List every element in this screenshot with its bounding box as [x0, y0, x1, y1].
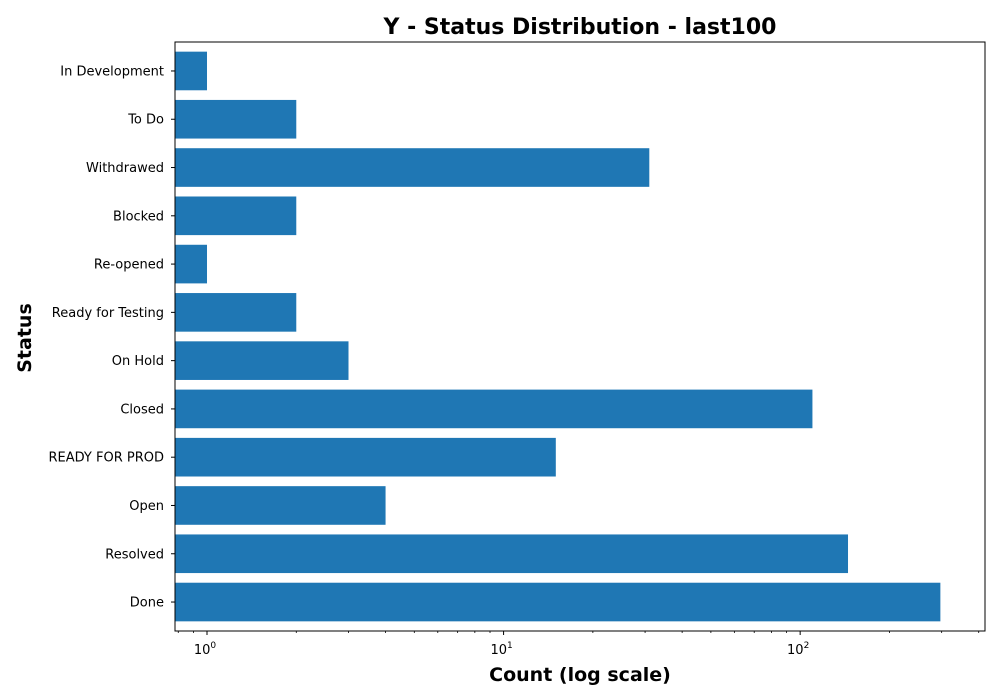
y-tick-label-withdrawed: Withdrawed [86, 161, 164, 176]
y-tick-label-blocked: Blocked [113, 209, 164, 224]
y-tick-label-on-hold: On Hold [112, 354, 164, 369]
y-tick-label-ready-for-testing: Ready for Testing [52, 306, 164, 321]
bar-on-hold [175, 341, 349, 380]
x-tick-label-2: 102 [787, 641, 809, 658]
y-tick-label-resolved: Resolved [105, 547, 164, 562]
x-tick-label-0: 100 [194, 641, 217, 658]
y-tick-label-done: Done [130, 596, 164, 611]
bar-blocked [175, 196, 297, 236]
y-tick-label-closed: Closed [120, 402, 164, 417]
y-tick-label-open: Open [129, 499, 164, 514]
bar-closed [175, 389, 813, 429]
plot-frame [174, 41, 986, 632]
bar-open [175, 486, 386, 525]
y-axis-label: Status [14, 303, 36, 373]
x-tick-label-1: 101 [490, 641, 512, 658]
bar-ready-for-testing [175, 293, 297, 332]
y-tick-label-re-opened: Re-opened [94, 258, 164, 273]
y-tick-label-in-development: In Development [60, 64, 164, 79]
bar-done [175, 582, 941, 622]
y-tick-label-to-do: To Do [127, 113, 164, 128]
bar-ready-for-prod [175, 437, 556, 477]
bars-layer [175, 51, 941, 622]
bar-re-opened [175, 244, 208, 284]
chart-title: Y - Status Distribution - last100 [383, 15, 777, 40]
y-tick-label-ready-for-prod: READY FOR PROD [48, 451, 164, 466]
bar-withdrawed [175, 148, 650, 187]
bar-to-do [175, 99, 297, 139]
bar-resolved [175, 534, 849, 574]
ticks-layer: Done Resolved Open READY FOR PROD Closed On H… [48, 64, 980, 658]
x-axis-label: Count (log scale) [489, 664, 671, 686]
bar-in-development [175, 51, 208, 91]
